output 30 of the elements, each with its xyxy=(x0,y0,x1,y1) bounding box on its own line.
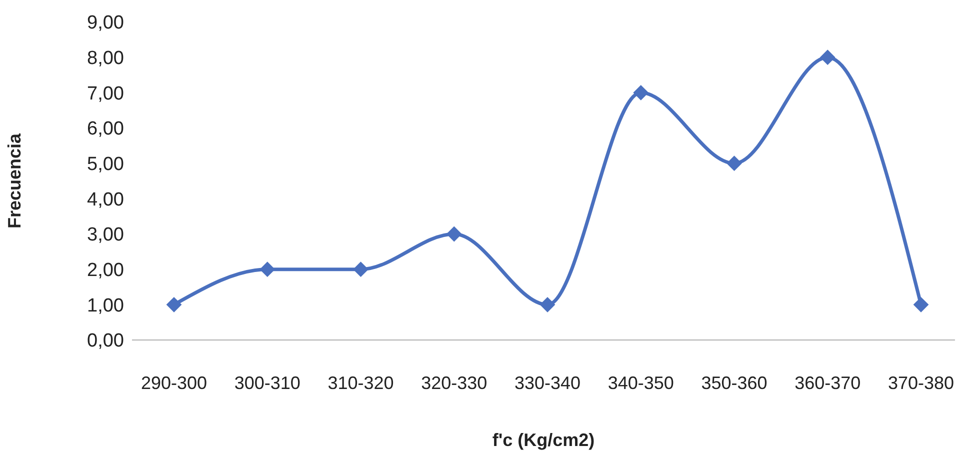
x-tick-label: 370-380 xyxy=(888,372,954,393)
point xyxy=(914,297,928,312)
point xyxy=(166,297,182,312)
x-tick-label: 360-370 xyxy=(794,372,861,393)
y-tick-label: 4,00 xyxy=(87,189,124,210)
y-tick-label: 2,00 xyxy=(87,260,124,282)
y-tick-label: 8,00 xyxy=(87,48,124,70)
x-axis-title: f'c (Kg/cm2) xyxy=(492,430,595,450)
point xyxy=(726,156,742,171)
point xyxy=(446,226,462,242)
x-tick-label: 290-300 xyxy=(140,372,208,393)
x-tick-label: 300-310 xyxy=(234,372,300,393)
x-tick-label: 310-320 xyxy=(328,372,394,393)
y-tick-label: 0,00 xyxy=(87,330,124,352)
x-tick-label: 320-330 xyxy=(421,372,488,393)
x-tick-label: 350-360 xyxy=(701,372,768,393)
point xyxy=(633,85,648,100)
y-tick-label: 7,00 xyxy=(87,83,124,104)
point xyxy=(353,262,368,277)
y-tick-label: 5,00 xyxy=(87,154,124,176)
y-tick-label: 3,00 xyxy=(87,224,124,246)
y-tick-label: 6,00 xyxy=(87,118,124,140)
x-tick-label: 340-350 xyxy=(608,372,674,393)
point xyxy=(820,50,836,65)
y-tick-label: 1,00 xyxy=(87,295,124,316)
y-axis-title: Frecuencia xyxy=(4,132,24,229)
x-tick-label: 330-340 xyxy=(514,372,581,393)
y-tick-label: 9,00 xyxy=(87,12,124,34)
point xyxy=(540,297,555,312)
point xyxy=(260,262,275,277)
